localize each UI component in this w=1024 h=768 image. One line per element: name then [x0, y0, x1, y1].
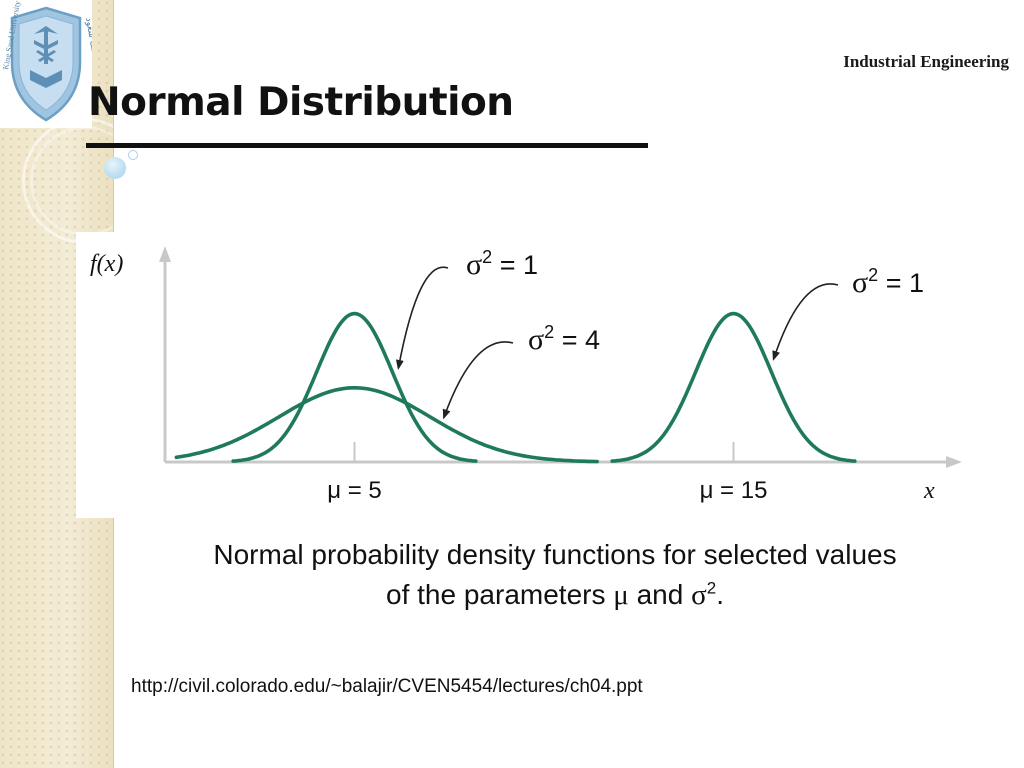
figure-caption: Normal probability density functions for… [130, 535, 980, 615]
x-axis-arrowhead [946, 456, 962, 468]
normal-pdf-chart: μ = 5 μ = 15 σ2 = 1 σ2 = 4 σ2 = 1 f(x) x [90, 246, 962, 504]
caption-line-2-prefix: of the parameters [386, 579, 614, 610]
caption-line-2: of the parameters μ and σ2. [130, 575, 980, 615]
title-underline [86, 143, 648, 148]
slide-title: Normal Distribution [88, 80, 514, 125]
variance-annotation-label: σ2 = 1 [852, 265, 924, 299]
variance-annotation-arrow [442, 341, 514, 420]
variance-annotation-label: σ2 = 4 [528, 322, 600, 356]
variance-annotation-arrow [772, 283, 839, 361]
pdf-curve-series [174, 386, 599, 464]
x-tick-label: μ = 15 [700, 477, 768, 504]
decorative-bubble [104, 157, 126, 179]
variance-annotation-label: σ2 = 1 [466, 247, 538, 281]
variance-annotation-arrow [395, 266, 449, 370]
university-logo: King Saud University 1957 جامعة الملك سع… [0, 0, 92, 128]
x-tick-label: μ = 5 [327, 477, 382, 504]
y-axis-arrowhead [159, 246, 171, 262]
source-url: http://civil.colorado.edu/~balajir/CVEN5… [131, 676, 643, 697]
caption-period: . [716, 579, 724, 610]
pdf-curve-series [231, 311, 478, 463]
caption-mu: μ [613, 579, 629, 611]
x-axis-label: x [923, 478, 935, 504]
caption-sigma-exponent: 2 [706, 578, 717, 598]
caption-sigma: σ [691, 579, 707, 611]
decorative-bubble-small [128, 150, 138, 160]
caption-line-1: Normal probability density functions for… [213, 539, 897, 570]
caption-and: and [628, 579, 692, 610]
pdf-curve-series [610, 311, 857, 463]
normal-pdf-figure: μ = 5 μ = 15 σ2 = 1 σ2 = 4 σ2 = 1 f(x) x [76, 232, 972, 518]
department-label: Industrial Engineering [843, 52, 1009, 71]
y-axis-label: f(x) [90, 251, 123, 277]
